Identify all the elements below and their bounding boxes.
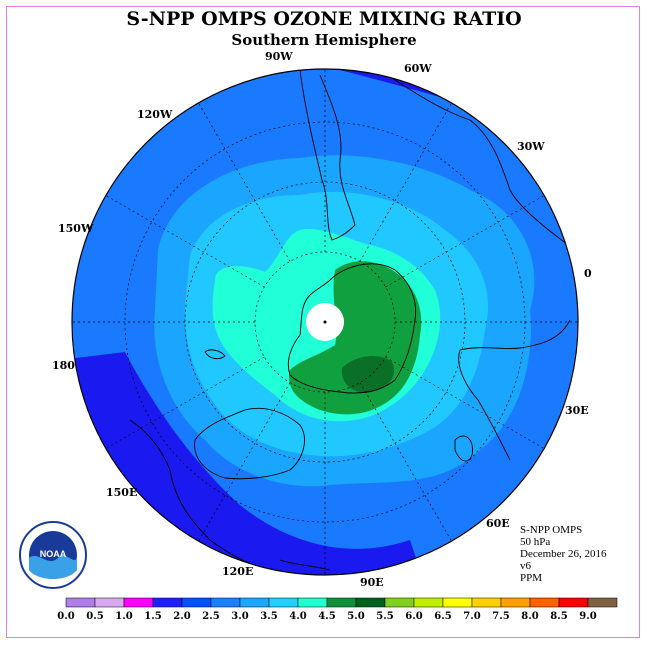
- colorbar-tick-label: 8.0: [521, 611, 538, 622]
- colorbar-swatch: [268, 597, 299, 608]
- colorbar-tick-label: 7.0: [463, 611, 480, 622]
- meridian-line: [198, 102, 291, 262]
- meridian-line: [385, 356, 545, 449]
- colorbar-swatch: [152, 597, 183, 608]
- colorbar: 0.0 0.5 1.0 1.5 2.0 2.5 3.0 3.5 4.0 4.5 5.0 5.5 6.0 6…: [57, 597, 618, 622]
- colorbar-tick-label: 6.0: [405, 611, 422, 622]
- meridian-line: [105, 195, 265, 288]
- colorbar-swatch: [529, 597, 560, 608]
- version-label: v6: [520, 560, 531, 572]
- longitude-label: 0: [584, 267, 592, 280]
- colorbar-swatch: [558, 597, 589, 608]
- colorbar-swatch: [239, 597, 270, 608]
- colorbar-tick-label: 6.5: [434, 611, 451, 622]
- longitude-label: 120E: [222, 565, 253, 578]
- noaa-logo: NOAA: [18, 520, 88, 595]
- longitude-label: 150E: [106, 486, 137, 499]
- longitude-label: 90W: [265, 50, 293, 63]
- colorbar-tick-label: 1.5: [144, 611, 161, 622]
- colorbar-swatch: [355, 597, 386, 608]
- colorbar-swatch: [442, 597, 473, 608]
- colorbar-tick-label: 2.5: [202, 611, 219, 622]
- colorbar-tick-label: 0.0: [57, 611, 74, 622]
- longitude-label: 30E: [565, 404, 589, 417]
- colorbar-tick-label: 4.0: [289, 611, 306, 622]
- date-label: December 26, 2016: [520, 548, 607, 560]
- map-title: S-NPP OMPS OZONE MIXING RATIO: [126, 8, 522, 30]
- colorbar-swatch: [587, 597, 618, 608]
- colorbar-tick-label: 5.0: [347, 611, 364, 622]
- colorbar-swatch: [210, 597, 241, 608]
- colorbar-tick-label: 3.5: [260, 611, 277, 622]
- longitude-label: 180: [52, 359, 75, 372]
- info-block: S-NPP OMPS 50 hPa December 26, 2016 v6 P…: [520, 524, 606, 584]
- colorbar-swatch: [297, 597, 328, 608]
- longitude-labels: 90W 60W 120W 30W 150W 0 180 30E 150E 60E 120E 90E: [52, 50, 592, 589]
- colorbar-swatch: [326, 597, 357, 608]
- ozone-region-4.5: [341, 356, 394, 393]
- colorbar-tick-label: 4.5: [318, 611, 335, 622]
- colorbar-swatch: [65, 597, 96, 608]
- colorbar-swatch: [384, 597, 415, 608]
- colorbar-swatch: [181, 597, 212, 608]
- instrument-label: S-NPP OMPS: [520, 524, 583, 536]
- longitude-label: 90E: [360, 576, 384, 589]
- colorbar-tick-label: 1.0: [115, 611, 132, 622]
- meridian-line: [385, 195, 545, 288]
- south-pole-marker: [323, 320, 327, 324]
- pressure-level-label: 50 hPa: [520, 536, 551, 548]
- meridian-lines: [72, 69, 578, 575]
- map-subtitle: Southern Hemisphere: [231, 31, 417, 49]
- longitude-label: 120W: [137, 108, 173, 121]
- colorbar-swatch: [500, 597, 531, 608]
- colorbar-tick-label: 0.5: [86, 611, 103, 622]
- meridian-line: [359, 102, 452, 262]
- longitude-label: 60E: [486, 517, 510, 530]
- colorbar-swatch: [94, 597, 125, 608]
- figure-frame: [6, 6, 640, 638]
- colorbar-tick-label: 5.5: [376, 611, 393, 622]
- meridian-line: [105, 356, 265, 449]
- longitude-label: 30W: [517, 140, 545, 153]
- colorbar-tick-label: 7.5: [492, 611, 509, 622]
- colorbar-swatch: [123, 597, 154, 608]
- units-label: PPM: [520, 572, 543, 584]
- colorbar-tick-label: 2.0: [173, 611, 190, 622]
- longitude-label: 150W: [58, 222, 94, 235]
- longitude-label: 60W: [404, 62, 432, 75]
- colorbar-tick-label: 9.0: [579, 611, 596, 622]
- colorbar-tick-label: 8.5: [550, 611, 567, 622]
- meridian-line: [198, 382, 291, 542]
- map-border: [71, 68, 579, 576]
- colorbar-swatch: [471, 597, 502, 608]
- colorbar-swatch: [413, 597, 444, 608]
- meridian-line: [359, 382, 452, 542]
- noaa-logo-text: NOAA: [40, 549, 67, 559]
- colorbar-tick-label: 3.0: [231, 611, 248, 622]
